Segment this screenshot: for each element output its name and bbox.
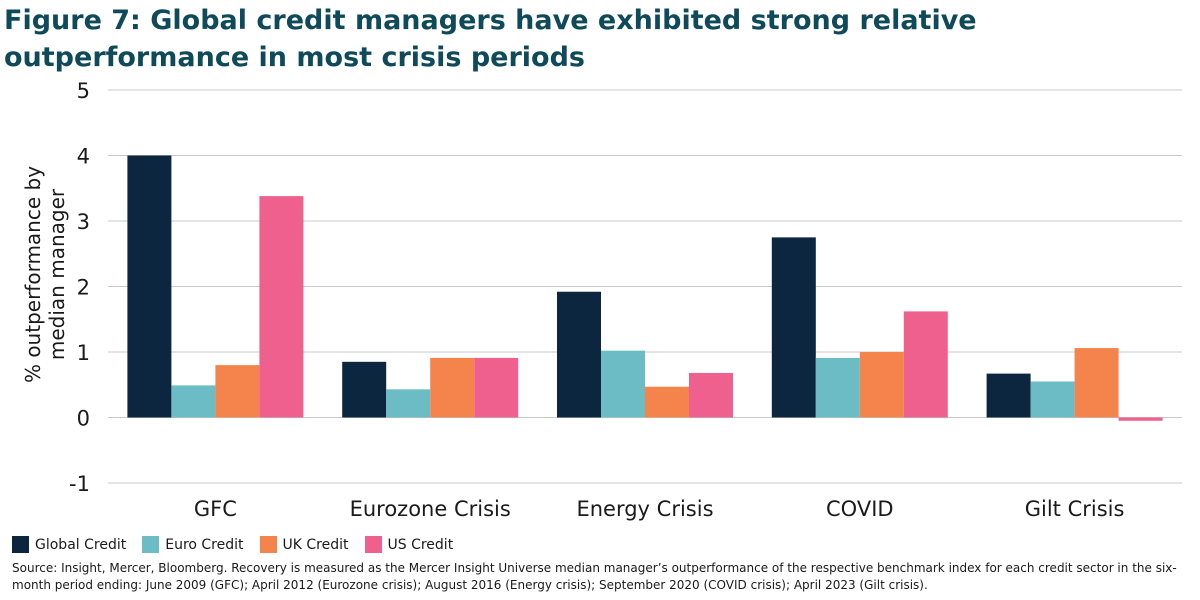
bar-euro-credit bbox=[386, 389, 431, 418]
bar-euro-credit bbox=[171, 385, 216, 418]
legend-item-global-credit: Global Credit bbox=[12, 536, 126, 553]
bar-us-credit bbox=[903, 311, 948, 418]
bar-uk-credit bbox=[1074, 348, 1119, 418]
y-tick-label: 0 bbox=[77, 407, 90, 431]
legend-label-us-credit: US Credit bbox=[387, 536, 454, 553]
bar-us-credit bbox=[689, 372, 733, 418]
y-tick-label: 3 bbox=[77, 210, 90, 234]
legend-item-us-credit: US Credit bbox=[364, 536, 454, 553]
y-tick-label: 4 bbox=[77, 145, 90, 169]
bar-uk-credit bbox=[430, 357, 475, 418]
chart-title: Figure 7: Global credit managers have ex… bbox=[4, 5, 977, 73]
y-tick-label: -1 bbox=[69, 472, 90, 496]
bar-global-credit bbox=[771, 237, 816, 418]
x-tick-label: GFC bbox=[194, 497, 237, 521]
legend-swatch-uk-credit bbox=[259, 536, 277, 553]
legend-label-euro-credit: Euro Credit bbox=[165, 536, 244, 553]
bar-global-credit bbox=[127, 155, 172, 418]
bar-uk-credit bbox=[215, 365, 260, 418]
x-tick-label: Gilt Crisis bbox=[1025, 497, 1125, 521]
legend-swatch-us-credit bbox=[364, 536, 382, 553]
y-tick-label: 1 bbox=[77, 341, 90, 365]
x-tick-label: COVID bbox=[826, 497, 894, 521]
legend-item-uk-credit: UK Credit bbox=[259, 536, 349, 553]
y-axis-label: % outperformance bymedian manager bbox=[21, 166, 69, 383]
legend-label-global-credit: Global Credit bbox=[35, 536, 127, 553]
y-tick-label: 5 bbox=[77, 79, 90, 103]
chart-legend: Global Credit Euro Credit UK Credit US C… bbox=[12, 536, 453, 553]
bar-global-credit bbox=[557, 291, 601, 418]
bar-uk-credit bbox=[859, 352, 904, 418]
bar-euro-credit bbox=[601, 350, 645, 418]
y-tick-label: 2 bbox=[77, 276, 90, 300]
bar-us-credit bbox=[1118, 417, 1163, 421]
source-note: Source: Insight, Mercer, Bloomberg. Reco… bbox=[12, 561, 1177, 592]
bar-uk-credit bbox=[645, 386, 689, 418]
bar-euro-credit bbox=[1030, 381, 1075, 418]
legend-swatch-euro-credit bbox=[142, 536, 160, 553]
legend-label-uk-credit: UK Credit bbox=[282, 536, 349, 553]
legend-item-euro-credit: Euro Credit bbox=[142, 536, 244, 553]
bar-global-credit bbox=[986, 373, 1031, 418]
x-tick-label: Eurozone Crisis bbox=[350, 497, 511, 521]
legend-swatch-global-credit bbox=[12, 536, 29, 553]
bar-us-credit bbox=[259, 196, 304, 418]
bar-euro-credit bbox=[815, 357, 860, 418]
bar-us-credit bbox=[474, 357, 519, 418]
x-tick-label: Energy Crisis bbox=[576, 497, 713, 521]
bar-global-credit bbox=[342, 361, 387, 418]
